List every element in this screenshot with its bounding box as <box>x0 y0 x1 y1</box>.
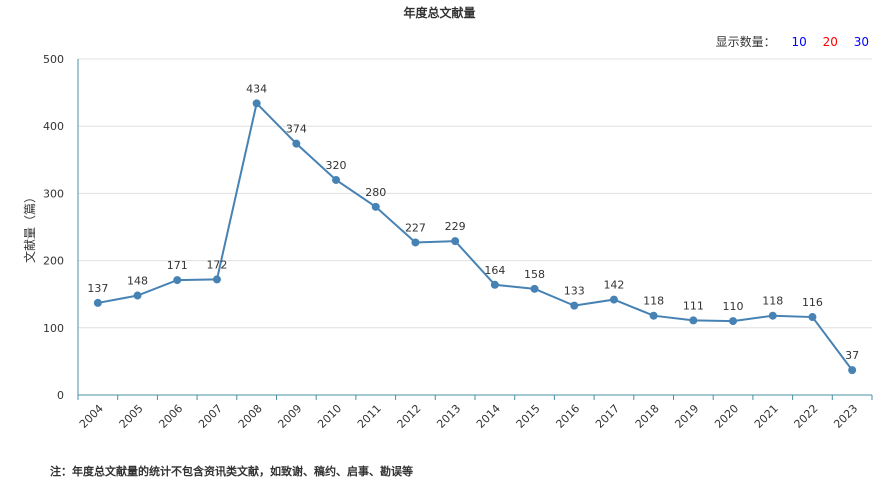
y-tick-label: 400 <box>43 120 64 133</box>
x-tick-label: 2017 <box>593 402 622 431</box>
x-tick-label: 2015 <box>514 402 543 431</box>
x-tick-label: 2014 <box>474 402 503 431</box>
line-chart: 0 100 200 300 400 500 2004 2005 2006 2007 2008 2009… <box>22 53 873 431</box>
data-label: 158 <box>524 268 545 281</box>
data-point <box>173 276 182 285</box>
x-tick-label: 2012 <box>395 402 424 431</box>
x-tick-label: 2011 <box>355 402 384 431</box>
data-label: 374 <box>286 123 307 136</box>
x-tick-label: 2004 <box>77 402 106 431</box>
data-point <box>570 301 579 310</box>
data-point <box>768 311 777 320</box>
data-label: 37 <box>845 349 859 362</box>
y-tick-label: 200 <box>43 255 64 268</box>
x-tick-label: 2022 <box>792 402 821 431</box>
data-point <box>371 202 380 211</box>
data-label: 133 <box>564 285 585 298</box>
data-label: 116 <box>802 296 823 309</box>
data-label: 227 <box>405 221 426 234</box>
data-point <box>332 175 341 184</box>
data-label: 142 <box>603 279 624 292</box>
data-label: 118 <box>643 295 664 308</box>
display-count-label: 显示数量： <box>715 35 776 49</box>
x-tick-label: 2020 <box>712 402 741 431</box>
x-tick-label: 2013 <box>434 402 463 431</box>
x-tick-label: 2016 <box>553 402 582 431</box>
x-tick-label: 2018 <box>633 402 662 431</box>
data-label: 280 <box>365 186 386 199</box>
data-point <box>292 139 301 148</box>
x-tick-label: 2009 <box>275 402 304 431</box>
data-point <box>252 99 261 108</box>
y-tick-label: 0 <box>57 389 64 402</box>
data-point <box>530 284 539 293</box>
data-point <box>848 366 857 375</box>
y-tick-label: 100 <box>43 322 64 335</box>
x-tick-label: 2005 <box>117 402 146 431</box>
data-label: 172 <box>206 258 227 271</box>
count-option-30[interactable]: 30 <box>853 35 869 49</box>
footnote: 注：年度总文献量的统计不包含资讯类文献，如致谢、稿约、启事、勘误等 <box>50 465 413 478</box>
y-tick-label: 500 <box>43 53 64 66</box>
data-point <box>93 298 102 307</box>
data-point <box>609 295 618 304</box>
x-tick-label: 2010 <box>315 402 344 431</box>
display-count-selector: 显示数量： 10 20 30 <box>716 33 869 50</box>
data-point <box>808 313 817 322</box>
data-point <box>689 316 698 325</box>
data-label: 137 <box>87 282 108 295</box>
count-option-10[interactable]: 10 <box>791 35 807 49</box>
data-label: 164 <box>484 264 505 277</box>
data-point <box>212 275 221 284</box>
x-tick-label: 2007 <box>196 402 225 431</box>
x-tick-label: 2019 <box>672 402 701 431</box>
data-point <box>451 237 460 246</box>
data-point <box>649 311 658 320</box>
data-label: 148 <box>127 275 148 288</box>
x-tick-label: 2006 <box>156 402 185 431</box>
data-point <box>729 317 738 326</box>
x-tick-label: 2023 <box>831 402 860 431</box>
x-tick-label: 2008 <box>236 402 265 431</box>
data-label: 434 <box>246 82 267 95</box>
count-option-20[interactable]: 20 <box>822 35 838 49</box>
data-label: 171 <box>167 259 188 272</box>
y-tick-label: 300 <box>43 187 64 200</box>
data-label: 118 <box>762 295 783 308</box>
chart-title: 年度总文献量 <box>403 6 476 20</box>
y-axis-label: 文献量（篇） <box>22 191 37 263</box>
data-label: 320 <box>326 159 347 172</box>
series-line <box>97 101 853 371</box>
data-point <box>411 238 420 247</box>
data-point <box>490 280 499 289</box>
data-label: 110 <box>723 300 744 313</box>
data-label: 229 <box>445 220 466 233</box>
data-point <box>133 291 142 300</box>
x-tick-label: 2021 <box>752 402 781 431</box>
data-label: 111 <box>683 299 704 312</box>
